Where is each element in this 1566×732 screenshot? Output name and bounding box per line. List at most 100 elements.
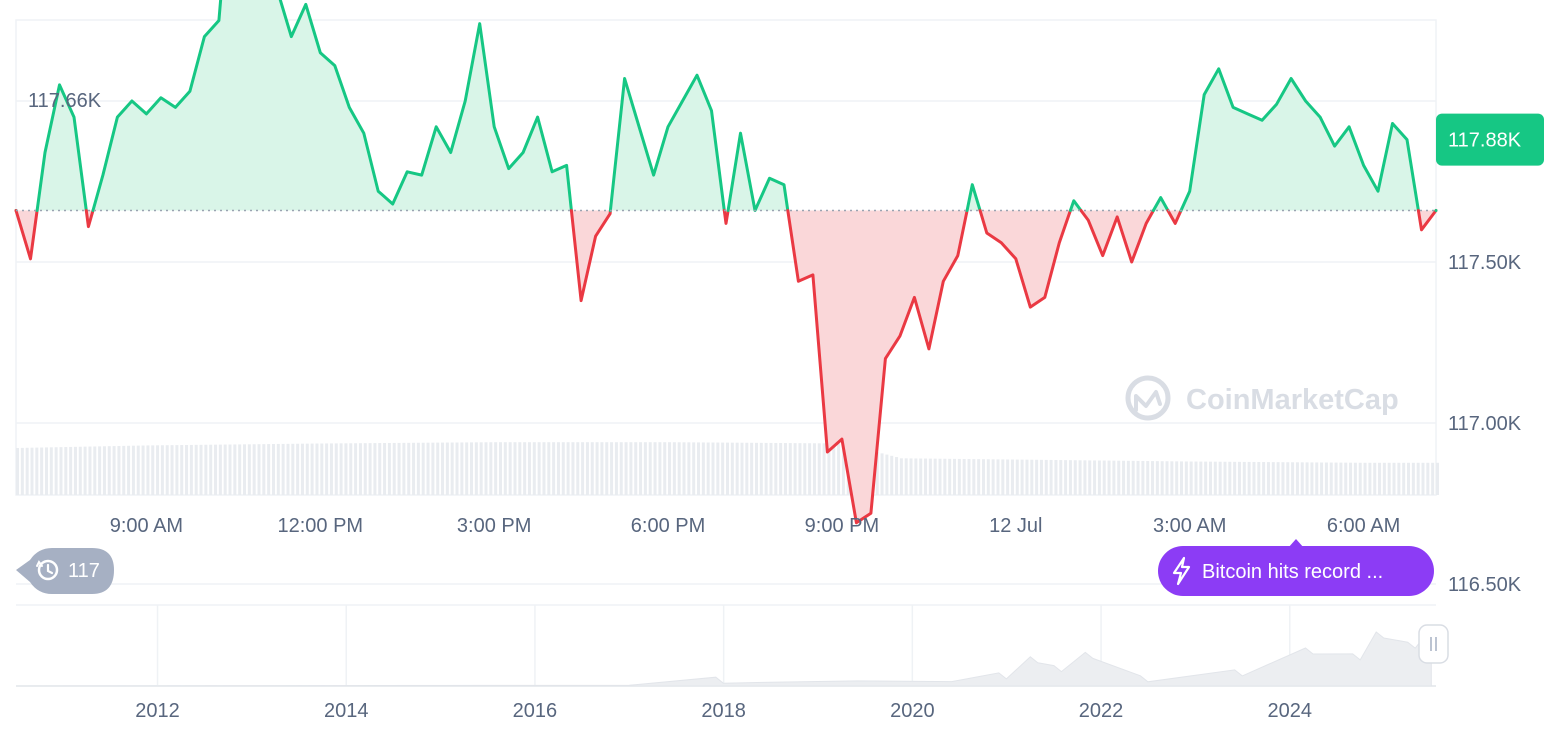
price-line-down[interactable] [722,209,730,225]
volume-bar [1300,462,1304,495]
price-line-down[interactable] [84,209,95,229]
volume-bar [822,443,826,495]
volume-bar [687,442,691,495]
x-tick-label: 6:00 PM [631,515,705,537]
volume-bar [808,443,812,495]
volume-bar [296,443,300,495]
volume-bar [726,442,729,495]
volume-bar [542,442,546,495]
volume-bar [1175,461,1179,495]
volume-bar [1170,461,1174,495]
volume-bar [1107,460,1111,495]
lightning-icon [1172,556,1191,586]
volume-bar [127,445,131,495]
price-line-down[interactable] [14,209,39,261]
volume-bar [803,443,807,495]
volume-bar [1305,462,1309,495]
volume-bar [1044,459,1048,495]
volume-bar [1344,462,1348,495]
volume-bar [494,442,498,495]
volume-bar [218,444,222,495]
volume-bar [426,442,430,495]
volume-bar [957,458,961,495]
volume-bar [812,443,816,495]
price-line[interactable] [14,0,1438,525]
volume-bar [1015,459,1019,495]
price-line-up[interactable] [726,131,790,212]
volume-bar [397,442,401,495]
price-line-up[interactable] [608,73,726,212]
price-area-up [1181,68,1419,211]
volume-bar [648,442,652,495]
volume-bar [1025,459,1029,495]
volume-bar [320,443,324,495]
price-line-down[interactable] [1166,209,1183,225]
range-navigator[interactable]: 2012 2014 2016 2018 2020 2022 2024 [15,604,1449,722]
volume-bar [769,442,773,495]
price-area [16,0,1436,523]
price-line-down[interactable] [786,209,969,525]
volume-bar [899,458,903,495]
news-badge[interactable]: Bitcoin hits record ... [1158,539,1434,596]
volume-bar [706,442,710,495]
price-line-up[interactable] [965,183,982,212]
volume-bar [1204,461,1208,495]
price-line-down[interactable] [1416,209,1438,232]
price-line-down[interactable] [1079,209,1155,264]
volume-bar [1286,462,1290,495]
volume-bar [817,443,821,495]
volume-bar [1180,461,1184,495]
history-badge[interactable]: 117 [16,548,114,594]
volume-bar [1334,462,1338,495]
price-line-up[interactable] [1068,199,1083,212]
volume-bar [1436,462,1439,495]
price-line-up[interactable] [1179,67,1420,212]
volume-bar [1097,460,1101,495]
navigator-year-label: 2024 [1268,700,1313,722]
volume-bar [1160,461,1164,495]
volume-bar [474,442,478,495]
volume-bar [1315,462,1319,495]
navigator-year-label: 2014 [324,700,369,722]
volume-bar [431,442,435,495]
volume-bar [1054,460,1058,495]
volume-bar [986,459,990,495]
drag-handle-icon[interactable] [1418,624,1449,664]
volume-bar [1252,461,1256,495]
volume-bar [1266,462,1270,495]
volume-bar [1339,462,1343,495]
price-line-up[interactable] [91,0,573,212]
volume-bar [1324,462,1328,495]
volume-bar [363,443,367,495]
price-area-up [1153,197,1168,211]
volume-bar [339,443,343,495]
volume-bar [1242,461,1246,495]
volume-bar [247,444,251,495]
volume-bar [556,442,560,495]
volume-bar [291,443,295,495]
volume-bar [1349,462,1353,495]
volume-bar [624,442,628,495]
volume-bar [107,446,111,495]
volume-bar [1093,460,1097,495]
history-clock-icon [36,559,59,581]
volume-bar [1426,462,1430,495]
volume-bar [1247,461,1251,495]
volume-bar [64,447,68,495]
x-axis: 9:00 AM 12:00 PM 3:00 PM 6:00 PM 9:00 PM 12 J… [110,515,1401,537]
price-line-down[interactable] [569,209,612,303]
price-line-up[interactable] [1151,196,1170,212]
volume-bar [943,458,947,495]
volume-bar [1421,462,1425,495]
price-line-up[interactable] [35,83,88,212]
volume-bar [131,445,135,495]
volume-bar [552,442,556,495]
volume-bar [1257,462,1261,495]
volume-bar [102,446,106,495]
volume-bar [566,442,570,495]
price-line-down[interactable] [978,209,1072,309]
volume-bar [890,455,894,495]
volume-bar [827,443,831,495]
